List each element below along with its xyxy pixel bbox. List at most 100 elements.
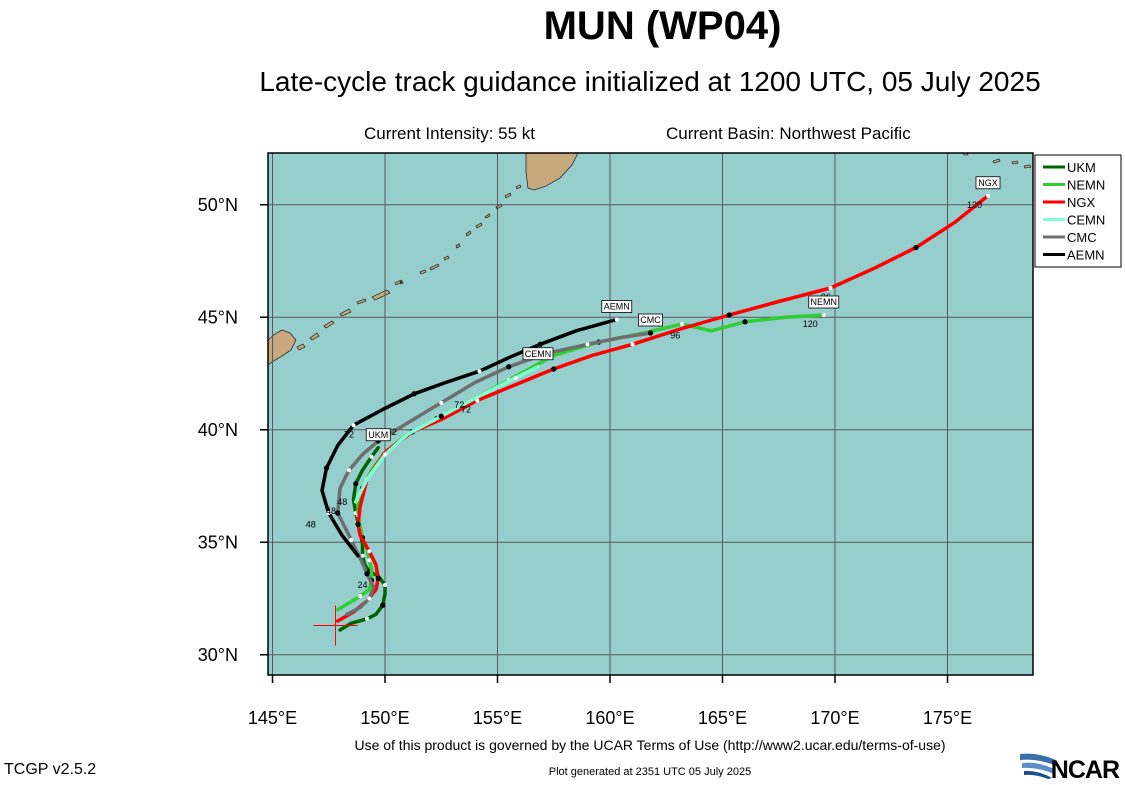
legend-label-aemn: AEMN <box>1067 248 1105 263</box>
track-midpoint-ukm <box>365 616 369 621</box>
track-midpoint-ukm <box>369 454 374 459</box>
ncar-logo: NCAR <box>1018 750 1123 784</box>
kuril-islands <box>296 184 522 351</box>
end-label-box <box>638 313 663 327</box>
x-tick-label: 155°E <box>473 708 522 728</box>
axis-ticks: 145°E 150°E 155°E 160°E 165°E 170°E 175°E 30°N 3… <box>198 195 972 728</box>
y-tick-label: 35°N <box>198 532 238 552</box>
ncar-logo-icon <box>1020 753 1056 779</box>
page-title: MUN (WP04) <box>543 4 782 48</box>
forecast-hour-label: 24 <box>357 580 367 590</box>
track-point-nemn <box>742 319 748 325</box>
track-midpoint-cmc <box>347 468 351 473</box>
legend-label-cemn: CEMN <box>1067 213 1105 228</box>
end-label-box <box>522 347 554 361</box>
terms-of-use: Use of this product is governed by the U… <box>354 737 946 753</box>
track-point-ngx <box>913 244 919 251</box>
map-gridlines <box>268 153 1033 675</box>
x-tick-label: 165°E <box>698 708 747 728</box>
hokkaido-land <box>268 329 297 366</box>
x-tick-label: 170°E <box>810 708 859 728</box>
end-label-aemn: AEMN <box>604 302 630 312</box>
forecast-hour-label: 120 <box>803 319 818 329</box>
generated-timestamp: Plot generated at 2351 UTC 05 July 2025 <box>548 766 752 778</box>
track-point-aemn <box>323 465 330 471</box>
kamchatka-land <box>525 153 579 191</box>
forecast-hour-label: 48 <box>306 519 316 529</box>
y-tick-label: 30°N <box>198 645 238 665</box>
legend-box <box>1034 154 1122 268</box>
forecast-hour-label: 48 <box>326 506 336 516</box>
track-ngx <box>335 194 990 623</box>
track-midpoint-nemn <box>680 322 684 326</box>
aleutian-islands <box>962 153 1032 169</box>
track-midpoint-ukm <box>383 583 387 587</box>
legend-label-nemn: NEMN <box>1067 178 1105 193</box>
track-midpoint-cmc <box>349 538 354 542</box>
track-midpoint-cmc <box>367 596 372 601</box>
track-midpoint-ngx <box>367 549 372 554</box>
track-point-aemn <box>411 391 417 397</box>
track-midpoint-nemn <box>367 558 372 563</box>
forecast-hour-label: 48 <box>337 497 347 507</box>
forecast-hour-labels: 2448729612072961204872487296 <box>306 200 982 590</box>
end-label-box <box>975 176 1001 190</box>
track-midpoint-nemn <box>821 313 826 317</box>
track-point-cmc <box>506 364 512 370</box>
forecast-hour-label: 72 <box>454 400 464 410</box>
initial-position-marker <box>313 605 358 646</box>
track-point-cmc <box>647 330 654 336</box>
track-point-ukm <box>353 481 359 487</box>
y-tick-label: 50°N <box>198 195 238 215</box>
track-point-ukm <box>380 602 386 608</box>
track-point-cmc <box>364 571 370 577</box>
forecast-hour-label: 72 <box>344 429 354 439</box>
legend-label-ngx: NGX <box>1067 195 1096 210</box>
end-label-box <box>808 295 840 309</box>
end-label-box <box>601 300 633 313</box>
x-tick-label: 175°E <box>923 708 972 728</box>
track-midpoint-aemn <box>614 317 619 322</box>
track-midpoint-ngx <box>828 286 833 290</box>
end-label-ukm: UKM <box>368 430 388 440</box>
track-midpoint-aemn <box>351 423 356 428</box>
x-tick-label: 160°E <box>585 708 634 728</box>
end-label-cemn: CEMN <box>525 349 552 359</box>
track-midpoint-ngx <box>986 193 990 198</box>
page-subtitle: Late-cycle track guidance initialized at… <box>259 66 1041 97</box>
track-midpoint-cemn <box>383 452 387 457</box>
forecast-hour-label: 96 <box>670 330 680 340</box>
legend-label-cmc: CMC <box>1067 230 1097 245</box>
track-midpoint-ngx <box>630 342 635 347</box>
model-end-labels: UKM NEMN NGX CEMN CMC AEMN <box>365 176 1001 442</box>
track-point-ngx <box>726 312 732 318</box>
end-label-nemn: NEMN <box>811 297 838 307</box>
legend: UKM NEMN NGX CEMN CMC AEMN <box>1034 154 1122 268</box>
track-midpoint-cmc <box>585 342 590 347</box>
legend-label-ukm: UKM <box>1067 160 1096 175</box>
version-label: TCGP v2.5.2 <box>4 761 97 778</box>
end-label-box <box>365 428 391 442</box>
forecast-hour-label: 72 <box>387 427 397 437</box>
current-basin: Current Basin: Northwest Pacific <box>666 124 911 143</box>
end-label-ngx: NGX <box>978 178 998 188</box>
y-tick-label: 45°N <box>198 307 238 327</box>
track-midpoint-aemn <box>477 369 482 374</box>
track-point-ngx <box>355 521 361 527</box>
map-ocean <box>268 153 1033 675</box>
track-midpoint-nemn <box>358 594 363 599</box>
track-point-ngx <box>551 366 557 372</box>
y-tick-label: 40°N <box>198 420 238 440</box>
track-point-aemn <box>537 341 543 347</box>
track-ukm <box>338 445 387 632</box>
forecast-hour-label: 120 <box>967 200 982 210</box>
map-frame <box>267 152 1034 676</box>
track-midpoint-cmc <box>439 400 444 405</box>
ncar-logo-text: NCAR <box>1050 756 1120 784</box>
track-point-cemn <box>438 413 444 419</box>
track-point-cmc <box>335 510 341 516</box>
x-tick-label: 145°E <box>248 708 297 728</box>
track-midpoint-aemn <box>326 511 331 515</box>
track-midpoint-cemn <box>513 376 518 380</box>
